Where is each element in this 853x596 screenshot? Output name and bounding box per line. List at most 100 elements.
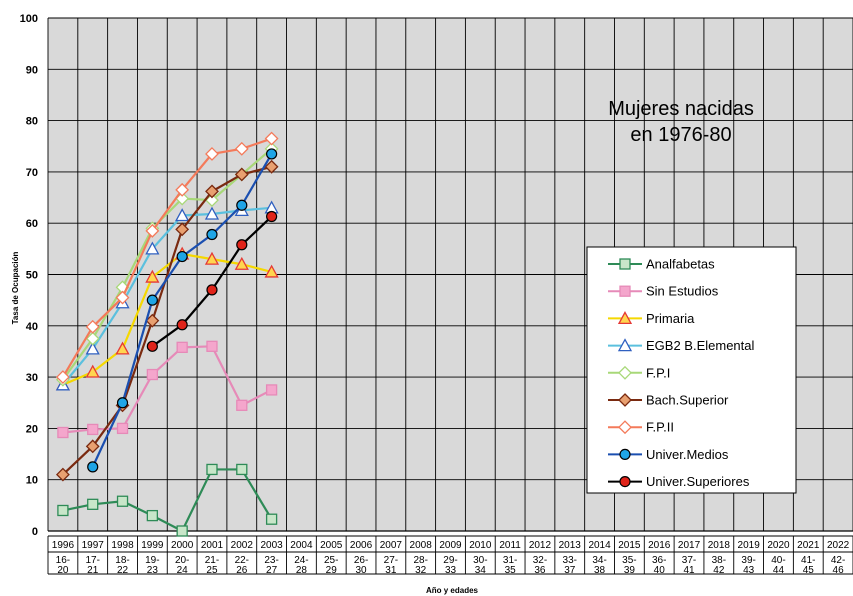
legend-label: Analfabetas (646, 257, 715, 272)
data-point-marker (146, 368, 159, 381)
data-point-marker (264, 131, 279, 146)
legend-item: F.P.II (608, 420, 674, 435)
data-point-marker (619, 258, 631, 270)
data-point-marker (55, 370, 70, 385)
x-tick-year: 2004 (290, 540, 313, 551)
x-tick-age: 17- (85, 555, 99, 566)
x-tick-age: 44 (773, 565, 785, 576)
x-tick-year: 1999 (141, 540, 164, 551)
y-tick-label: 90 (26, 64, 38, 76)
x-tick-age: 41 (683, 565, 695, 576)
data-point-marker (175, 208, 190, 222)
series-analfabetas (57, 463, 278, 537)
data-point-marker (204, 206, 220, 220)
x-tick-age: 28 (296, 565, 308, 576)
data-point-marker (116, 495, 129, 507)
x-tick-age: 39- (741, 555, 755, 566)
data-point-marker (115, 290, 130, 305)
x-tick-age: 42 (713, 565, 725, 576)
y-tick-label: 80 (26, 116, 38, 128)
x-tick-age: 18- (115, 555, 129, 566)
x-tick-age: 39 (624, 565, 636, 576)
x-tick-age: 24 (177, 565, 189, 576)
data-point-marker (204, 251, 220, 265)
data-point-marker (264, 264, 279, 278)
x-tick-age: 28- (413, 555, 427, 566)
y-axis-label: Tasa de Ocupación (11, 252, 20, 325)
x-tick-year: 2022 (827, 540, 850, 551)
data-point-marker (57, 426, 69, 439)
y-tick-label: 0 (32, 526, 38, 538)
x-tick-age: 23 (147, 565, 159, 576)
data-point-marker (206, 228, 218, 241)
x-tick-age: 23- (264, 555, 278, 566)
x-tick-age: 20 (57, 565, 69, 576)
y-tick-label: 70 (26, 167, 38, 179)
x-tick-age: 30- (473, 555, 487, 566)
x-tick-age: 22 (117, 565, 129, 576)
x-tick-age: 43 (743, 565, 755, 576)
series-f-p-ii (55, 131, 279, 385)
x-tick-year: 2008 (410, 540, 433, 551)
data-point-marker (87, 423, 99, 436)
data-point-marker (176, 319, 188, 331)
legend-item: Bach.Superior (608, 393, 729, 408)
x-tick-age: 38- (712, 555, 726, 566)
data-point-marker (618, 365, 632, 380)
x-tick-age: 32- (533, 555, 547, 566)
x-tick-age: 19- (145, 555, 159, 566)
data-point-marker (85, 341, 100, 355)
x-tick-age: 37- (682, 555, 696, 566)
x-tick-age: 35- (622, 555, 636, 566)
data-point-marker (236, 199, 248, 211)
data-point-marker (175, 222, 190, 237)
data-point-marker (265, 384, 278, 396)
data-point-marker (116, 397, 129, 409)
legend-label: F.P.I (646, 365, 670, 380)
data-point-marker (264, 159, 279, 174)
data-point-marker (205, 147, 219, 161)
x-tick-year: 2017 (678, 540, 701, 551)
data-point-marker (176, 250, 188, 263)
legend-item: Univer.Medios (608, 447, 729, 462)
x-tick-age: 34 (475, 565, 487, 576)
x-tick-age: 33- (563, 555, 577, 566)
x-tick-age: 21 (87, 565, 99, 576)
data-point-marker (145, 269, 160, 283)
x-tick-year: 2010 (469, 540, 492, 551)
data-point-marker (85, 319, 100, 334)
legend-item: Sin Estudios (608, 284, 719, 299)
x-tick-year: 2000 (171, 540, 194, 551)
x-tick-age: 31 (385, 565, 397, 576)
x-tick-year: 2019 (738, 540, 761, 551)
y-tick-label: 60 (26, 218, 38, 230)
x-tick-year: 2011 (499, 540, 521, 551)
y-axis: 0 10 20 30 40 50 60 70 80 90 100 (20, 13, 38, 538)
x-tick-age: 26- (354, 555, 368, 566)
legend-label: Univer.Superiores (646, 474, 750, 489)
chart-annotation-line-1: Mujeres nacidas (608, 98, 754, 120)
x-axis-label: Año y edades (426, 586, 479, 595)
x-tick-age: 26 (236, 565, 248, 576)
data-point-marker (145, 223, 160, 238)
legend-item: EGB2 B.Elemental (608, 338, 754, 353)
y-tick-label: 20 (26, 423, 38, 435)
data-point-marker (234, 141, 249, 156)
data-point-marker (205, 184, 219, 199)
x-tick-age: 31- (503, 555, 517, 566)
series-line (62, 252, 272, 386)
data-point-marker (265, 513, 278, 525)
x-tick-year: 2005 (320, 540, 343, 551)
series-line (62, 147, 273, 381)
data-point-marker (619, 448, 631, 460)
x-tick-year: 2001 (201, 540, 224, 551)
data-point-marker (617, 338, 633, 352)
x-tick-age: 41- (801, 555, 815, 566)
legend-item: Analfabetas (608, 257, 715, 272)
data-point-marker (116, 422, 129, 435)
x-tick-age: 21- (205, 555, 219, 566)
data-point-marker (206, 284, 218, 296)
x-tick-age: 40- (771, 555, 785, 566)
legend: Analfabetas Sin Estudios Primaria EGB2 B.El… (586, 246, 797, 494)
data-point-marker (57, 504, 69, 517)
